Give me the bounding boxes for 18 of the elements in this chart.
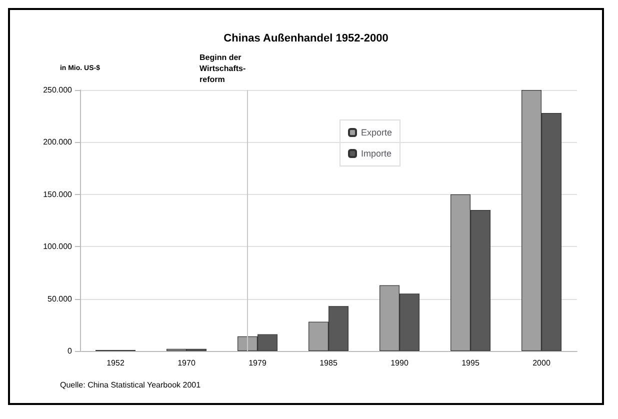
ref-line-label: Beginn der Wirtschafts- reform xyxy=(200,53,246,84)
source-note: Quelle: China Statistical Yearbook 2001 xyxy=(60,380,202,390)
x-tick-label: 2000 xyxy=(532,358,551,368)
x-tick-label: 1985 xyxy=(320,358,338,368)
y-tick-label: 100.000 xyxy=(43,242,73,252)
x-tick-label: 1990 xyxy=(390,358,409,368)
y-tick-label: 150.000 xyxy=(43,190,73,199)
chart-title: Chinas Außenhandel 1952-2000 xyxy=(224,32,388,44)
x-tick-label: 1979 xyxy=(248,358,267,368)
y-tick-label: 0 xyxy=(68,346,73,356)
x-tick-label: 1970 xyxy=(178,358,196,368)
x-tick-label: 1952 xyxy=(106,358,125,368)
y-tick-label: 50.000 xyxy=(48,294,73,304)
x-tick-label: 1995 xyxy=(462,358,480,368)
y-tick-label: 200.000 xyxy=(43,138,73,147)
legend-label: Importe xyxy=(361,148,392,158)
y-tick-label: 250.000 xyxy=(43,86,73,94)
legend-label: Exporte xyxy=(361,128,392,138)
